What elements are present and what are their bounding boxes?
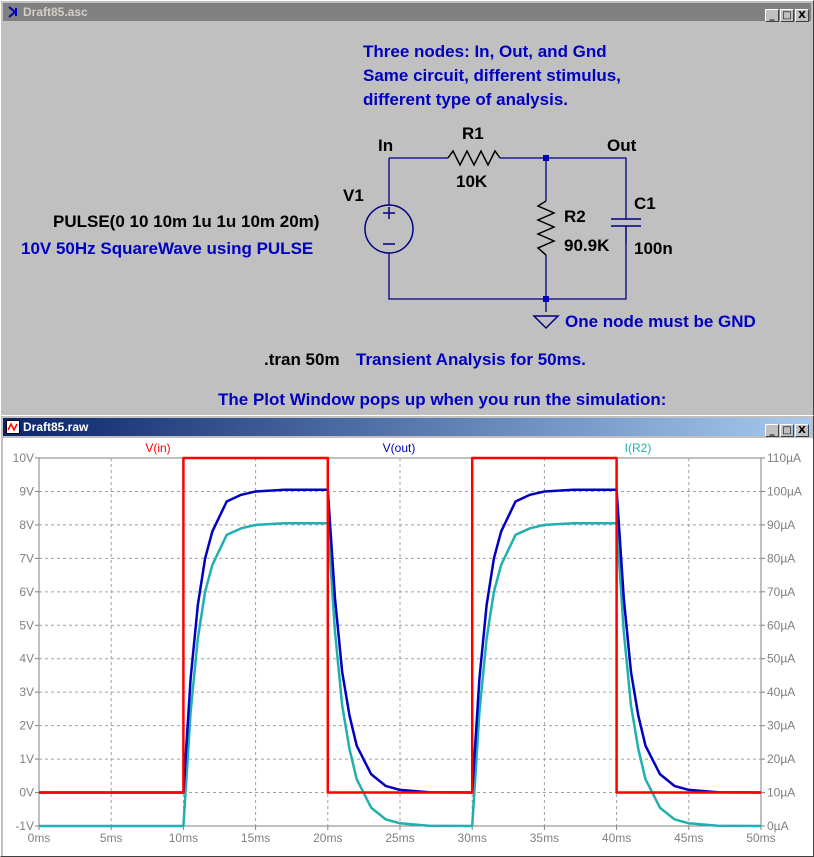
- schematic-drawing: [364, 149, 641, 330]
- x-tick-label: 50ms: [746, 831, 775, 845]
- minimize-button[interactable]: _: [765, 9, 779, 22]
- y-right-tick-label: 110µA: [767, 451, 801, 465]
- trace-v-in[interactable]: [39, 456, 761, 794]
- y-right-tick-label: 20µA: [767, 752, 795, 766]
- plot-title: Draft85.raw: [23, 420, 89, 434]
- plot-titlebar[interactable]: Draft85.raw _ □ X: [3, 418, 811, 437]
- tran-directive[interactable]: .tran 50m: [264, 350, 340, 369]
- trace-legend: V(in) V(out) I(R2): [145, 441, 651, 455]
- in-node-label[interactable]: In: [378, 136, 394, 155]
- schematic-canvas[interactable]: Three nodes: In, Out, and Gnd Same circu…: [7, 25, 809, 413]
- y-right-tick-label: 100µA: [767, 484, 802, 498]
- y-left-tick-label: 4V: [19, 652, 34, 666]
- x-tick-label: 5ms: [100, 831, 123, 845]
- x-tick-label: 25ms: [385, 831, 414, 845]
- plot-window-buttons: _ □ X: [764, 420, 809, 437]
- y-right-tick-label: 80µA: [767, 551, 795, 565]
- y-right-tick-label: 40µA: [767, 685, 795, 699]
- x-tick-label: 0ms: [28, 831, 51, 845]
- y-left-tick-label: 9V: [19, 484, 34, 498]
- schematic-app-icon: [8, 6, 17, 18]
- close-button[interactable]: X: [795, 9, 809, 22]
- x-tick-label: 20ms: [313, 831, 342, 845]
- y-left-tick-label: 2V: [19, 719, 34, 733]
- out-node-label[interactable]: Out: [607, 136, 637, 155]
- y-left-tick-label: 8V: [19, 518, 34, 532]
- wires: [388, 157, 627, 312]
- schematic-titlebar[interactable]: Draft85.asc _ □ X: [3, 3, 811, 22]
- trace-i-r2[interactable]: [39, 521, 762, 828]
- x-tick-label: 15ms: [241, 831, 270, 845]
- r1-resistor-symbol[interactable]: [447, 149, 501, 167]
- legend-label-2[interactable]: I(R2): [625, 441, 652, 455]
- x-tick-label: 10ms: [169, 831, 198, 845]
- y-right-tick-label: 50µA: [767, 652, 795, 666]
- close-button[interactable]: X: [795, 424, 809, 437]
- schematic-window-buttons: _ □ X: [764, 5, 809, 22]
- r2-value-label[interactable]: 90.9K: [564, 236, 610, 255]
- y-right-tick-label: 10µA: [767, 786, 795, 800]
- c1-value-label[interactable]: 100n: [634, 239, 673, 258]
- y-left-tick-label: 3V: [19, 685, 34, 699]
- waveform-app-icon: [6, 420, 20, 434]
- ground-symbol[interactable]: [532, 315, 560, 330]
- legend-label-1[interactable]: V(out): [383, 441, 416, 455]
- waveform-plot[interactable]: 0ms 5ms 10ms 15ms 20ms 25ms 30ms 35ms 40ms 45ms 50…: [3, 438, 813, 856]
- r2-resistor-symbol[interactable]: [536, 200, 556, 256]
- tran-comment[interactable]: Transient Analysis for 50ms.: [356, 350, 586, 369]
- legend-label-0[interactable]: V(in): [145, 441, 170, 455]
- schematic-window: Draft85.asc _ □ X: [0, 0, 814, 416]
- out-node-dot: [543, 155, 549, 161]
- x-tick-label: 35ms: [530, 831, 559, 845]
- c1-name-label[interactable]: C1: [634, 194, 656, 213]
- schematic-title: Draft85.asc: [23, 5, 88, 19]
- v1-value-label[interactable]: PULSE(0 10 10m 1u 1u 10m 20m): [53, 212, 320, 231]
- y-right-tick-label: 90µA: [767, 518, 795, 532]
- minimize-button[interactable]: _: [765, 424, 779, 437]
- x-tick-label: 45ms: [674, 831, 703, 845]
- y-left-tick-label: 0V: [19, 786, 34, 800]
- y-right-tick-label: 30µA: [767, 719, 795, 733]
- y-left-tick-label: 10V: [13, 451, 34, 465]
- y-left-tick-label: 7V: [19, 551, 34, 565]
- plot-window-note[interactable]: The Plot Window pops up when you run the…: [218, 390, 667, 409]
- y-left-tick-label: 6V: [19, 585, 34, 599]
- y-left-tick-label: 1V: [19, 752, 34, 766]
- y-right-tick-label: 60µA: [767, 618, 795, 632]
- r1-name-label[interactable]: R1: [462, 124, 484, 143]
- x-tick-label: 30ms: [458, 831, 487, 845]
- v1-comment[interactable]: 10V 50Hz SquareWave using PULSE: [21, 239, 314, 258]
- note-line-2: Same circuit, different stimulus,: [363, 66, 621, 85]
- gnd-node-dot: [543, 296, 549, 302]
- y-right-tick-label: 0µA: [767, 819, 789, 833]
- x-tick-label: 40ms: [602, 831, 631, 845]
- r1-value-label[interactable]: 10K: [456, 172, 488, 191]
- r2-name-label[interactable]: R2: [564, 207, 586, 226]
- note-line-1: Three nodes: In, Out, and Gnd: [363, 42, 607, 61]
- traces: [39, 456, 762, 828]
- note-line-3: different type of analysis.: [363, 90, 568, 109]
- gnd-comment[interactable]: One node must be GND: [565, 312, 756, 331]
- maximize-button[interactable]: □: [780, 424, 794, 437]
- y-left-tick-label: -1V: [15, 819, 34, 833]
- v1-source-symbol[interactable]: [364, 204, 414, 254]
- y-left-tick-label: 5V: [19, 618, 34, 632]
- v1-name-label[interactable]: V1: [343, 186, 364, 205]
- axis-ticks: 0ms 5ms 10ms 15ms 20ms 25ms 30ms 35ms 40ms 45ms 50…: [13, 451, 802, 845]
- maximize-button[interactable]: □: [780, 9, 794, 22]
- c1-capacitor-symbol[interactable]: [611, 218, 641, 243]
- y-right-tick-label: 70µA: [767, 585, 795, 599]
- plot-window: Draft85.raw _ □ X 0ms 5ms 10ms 15ms 20ms 25ms 30…: [0, 415, 814, 857]
